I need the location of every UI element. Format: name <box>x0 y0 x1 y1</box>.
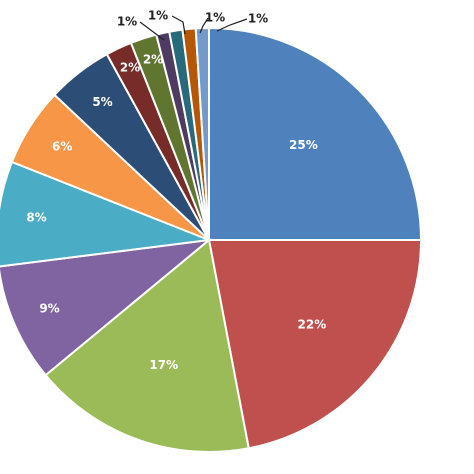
leader-line <box>216 18 248 32</box>
slice-label: 8% <box>26 211 46 225</box>
pie-slices <box>0 26 423 453</box>
slice-label: 9% <box>39 302 59 316</box>
leader-line <box>199 17 209 34</box>
pie-slice <box>0 238 213 377</box>
pie-slice <box>207 239 423 450</box>
slice-label: 2% <box>143 53 163 67</box>
slice-label: 1% <box>248 12 268 26</box>
slice-label: 6% <box>52 139 72 153</box>
slice-label: 1% <box>117 15 137 29</box>
slice-label: 22% <box>298 318 327 332</box>
pie-slice <box>44 238 250 453</box>
leader-line <box>139 21 165 41</box>
slice-label: 1% <box>148 9 168 23</box>
slice-label: 25% <box>289 138 318 152</box>
slice-label: 1% <box>205 11 225 25</box>
slice-label: 17% <box>149 358 178 372</box>
slice-label: 5% <box>92 95 112 109</box>
slice-label: 2% <box>120 61 140 75</box>
leader-line <box>171 15 186 35</box>
pie-slice <box>0 160 210 268</box>
pie-labels: 25% 22% 17% 9% 8% 6% 5% 2%2% 1% 1% 1% 1% <box>26 9 326 373</box>
pie-slice <box>208 26 423 241</box>
